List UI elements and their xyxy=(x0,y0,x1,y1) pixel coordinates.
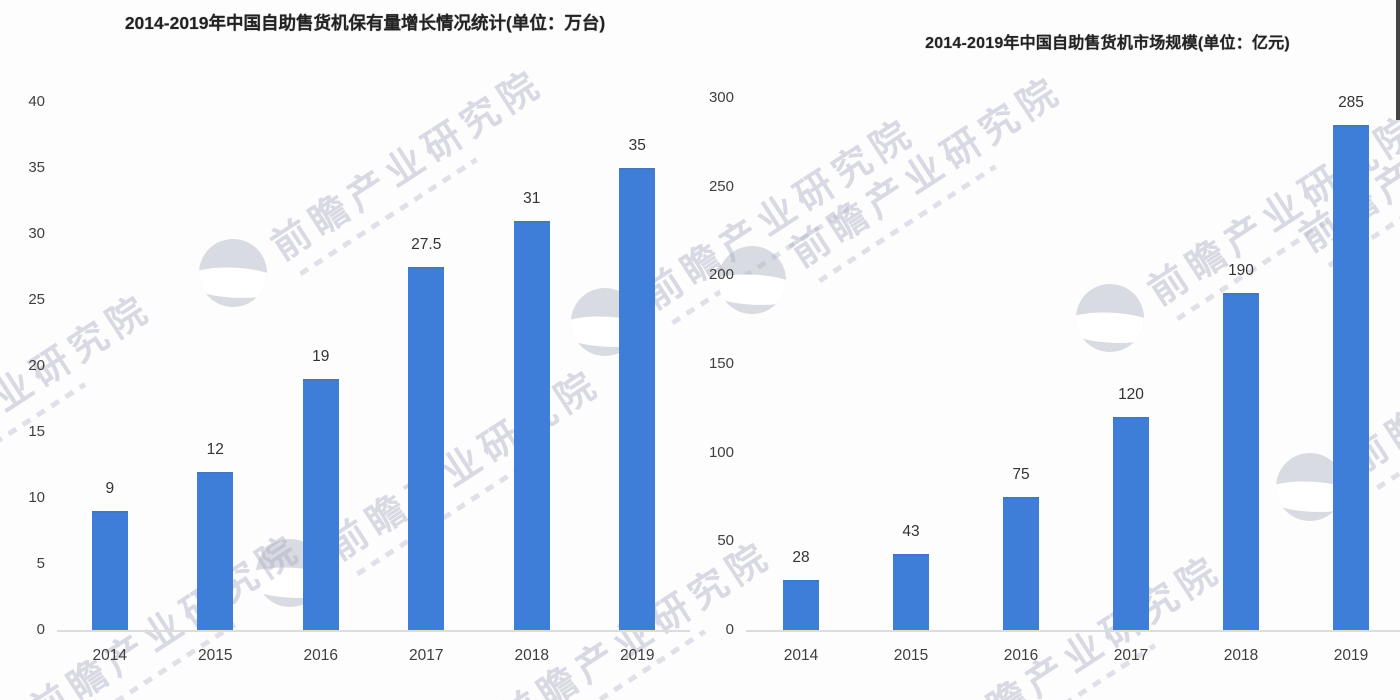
x-tick-label: 2018 xyxy=(514,647,549,664)
x-tick-label: 2017 xyxy=(1113,647,1149,664)
bar-value-label: 43 xyxy=(902,522,920,540)
y-tick-label: 300 xyxy=(708,89,734,106)
chart-title-market-size: 2014-2019年中国自助售货机市场规模(单位：亿元) xyxy=(925,35,1290,52)
y-tick-label: 25 xyxy=(28,291,45,308)
x-axis-line xyxy=(746,630,1400,632)
bar-value-label: 27.5 xyxy=(411,236,442,253)
y-tick-label: 100 xyxy=(708,443,734,461)
y-tick-label: 50 xyxy=(717,532,734,550)
bar-2018 xyxy=(1223,293,1259,630)
y-tick-label: 20 xyxy=(28,357,45,374)
bar-2014 xyxy=(91,511,128,630)
y-tick-label: 250 xyxy=(708,177,734,195)
x-tick-label: 2014 xyxy=(92,647,127,664)
bar-value-label: 75 xyxy=(1012,466,1030,483)
bar-2018 xyxy=(513,220,550,630)
bar-2015 xyxy=(197,471,234,630)
bar-2019 xyxy=(1333,124,1369,630)
y-tick-label: 5 xyxy=(36,555,45,572)
x-tick-label: 2015 xyxy=(198,647,233,664)
y-tick-label: 10 xyxy=(28,489,45,506)
y-tick-label: 0 xyxy=(36,621,45,638)
bar-2019 xyxy=(619,168,656,630)
y-tick-label: 150 xyxy=(708,355,734,372)
x-tick-label: 2015 xyxy=(893,647,929,664)
bar-value-label: 35 xyxy=(628,137,646,154)
y-tick-label: 30 xyxy=(28,225,45,242)
x-tick-label: 2016 xyxy=(303,647,338,664)
y-tick-label: 200 xyxy=(708,266,734,284)
bar-value-label: 285 xyxy=(1338,93,1364,111)
bar-2017 xyxy=(1113,417,1149,630)
bar-value-label: 31 xyxy=(523,189,541,207)
bar-value-label: 19 xyxy=(312,348,330,366)
x-tick-label: 2018 xyxy=(1223,647,1259,664)
plot-area-0: 0 5 10 15 20 25 30 35 40 9 2014 12 2015 19 2016 27.5 201… xyxy=(0,0,690,700)
bar-2016 xyxy=(1003,497,1039,630)
y-tick-label: 40 xyxy=(28,93,45,110)
chart-vending-machine-market-size: 2014-2019年中国自助售货机市场规模(单位：亿元) 0 50 100 150 20… xyxy=(690,0,1400,700)
y-tick-label: 15 xyxy=(28,423,45,440)
scan-edge-artifact xyxy=(1396,0,1400,120)
bar-value-label: 28 xyxy=(792,549,810,567)
x-tick-label: 2017 xyxy=(409,647,444,664)
bar-2016 xyxy=(302,379,339,630)
plot-area-1: 0 50 100 150 200 250 300 28 2014 43 2015 75 2016 120 2… xyxy=(690,0,1400,700)
x-tick-label: 2019 xyxy=(620,647,655,664)
bar-value-label: 12 xyxy=(206,440,224,458)
bar-value-label: 120 xyxy=(1118,386,1144,404)
bar-2017 xyxy=(408,267,445,630)
x-tick-label: 2019 xyxy=(1333,647,1369,664)
x-axis-line xyxy=(57,630,690,632)
bar-2015 xyxy=(893,553,929,630)
bar-value-label: 9 xyxy=(105,480,115,498)
y-tick-label: 35 xyxy=(28,159,45,176)
y-tick-label: 0 xyxy=(725,621,734,638)
chart-title-holdings: 2014-2019年中国自助售货机保有量增长情况统计(单位：万台) xyxy=(124,13,606,33)
x-tick-label: 2016 xyxy=(1003,647,1039,664)
bar-value-label: 190 xyxy=(1228,262,1254,280)
x-tick-label: 2014 xyxy=(783,647,819,664)
chart-vending-machine-holdings: 2014-2019年中国自助售货机保有量增长情况统计(单位：万台) 0 5 10 15… xyxy=(0,0,690,700)
bar-2014 xyxy=(783,580,819,630)
